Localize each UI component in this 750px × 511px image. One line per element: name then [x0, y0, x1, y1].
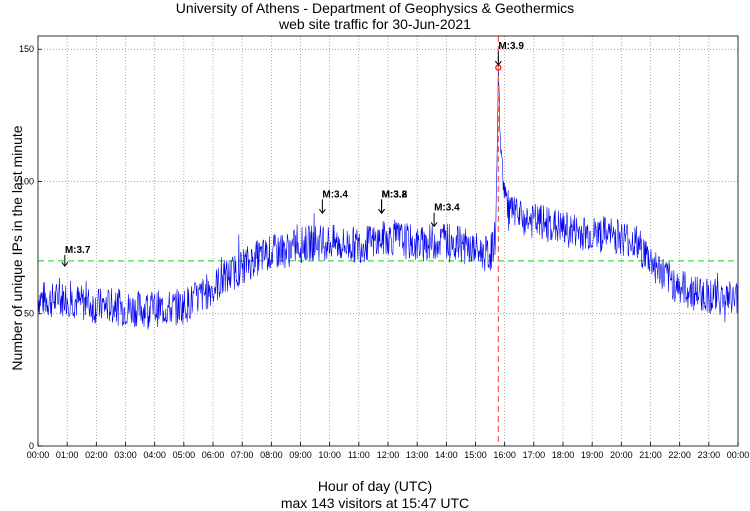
x-axis-label: Hour of day (UTC)	[317, 478, 433, 494]
x-tick-label: 00:00	[27, 450, 50, 460]
x-tick-label: 07:00	[231, 450, 254, 460]
x-tick-label: 21:00	[639, 450, 662, 460]
x-tick-label: 10:00	[318, 450, 341, 460]
traffic-series-line	[37, 67, 739, 330]
quake-arrow-head	[430, 222, 438, 228]
x-tick-label: 00:00	[727, 450, 750, 460]
x-tick-label: 09:00	[289, 450, 312, 460]
traffic-chart: 00:00 01:00 02:00 03:00 04:00 05:00 06:00 07:00…	[19, 35, 750, 460]
max-visitors-note: max 143 visitors at 15:47 UTC	[280, 495, 470, 511]
x-tick-label: 14:00	[435, 450, 458, 460]
quake-annotation-label: M:3.8	[382, 189, 408, 200]
x-tick-label: 04:00	[143, 450, 166, 460]
x-tick-label: 16:00	[493, 450, 516, 460]
chart-title: University of Athens - Department of Geo…	[175, 0, 575, 16]
quake-annotation-label: M:3.4	[322, 189, 348, 200]
x-tick-label: 17:00	[523, 450, 546, 460]
x-tick-label: 12:00	[377, 450, 400, 460]
x-tick-label: 11:00	[348, 450, 370, 460]
quake-arrow-head	[318, 208, 326, 215]
x-tick-label: 19:00	[581, 450, 604, 460]
x-tick-label: 03:00	[114, 450, 137, 460]
x-tick-label: 15:00	[464, 450, 487, 460]
x-tick-label: 20:00	[610, 450, 633, 460]
y-tick-label: 50	[24, 309, 34, 319]
x-tick-label: 23:00	[698, 450, 721, 460]
quake-arrow-head	[378, 208, 385, 215]
quake-annotation-label: M:3.4	[434, 203, 460, 214]
x-tick-label: 18:00	[552, 450, 575, 460]
y-tick-label: 0	[29, 441, 34, 451]
x-tick-label: 01:00	[56, 450, 79, 460]
x-tick-label: 08:00	[260, 450, 283, 460]
chart-subtitle: web site traffic for 30-Jun-2021	[279, 16, 471, 32]
x-tick-label: 02:00	[85, 450, 108, 460]
quake-annotation-label: M:3.9	[498, 41, 524, 52]
y-tick-label: 100	[19, 176, 34, 186]
quake-arrow-head	[494, 60, 502, 66]
quake-annotation-label: M:3.7	[65, 245, 91, 256]
quake-arrow-head	[61, 261, 69, 267]
x-tick-label: 22:00	[668, 450, 691, 460]
quake-annotation-label: M:3.2	[382, 189, 408, 200]
x-tick-label: 05:00	[173, 450, 196, 460]
y-tick-label: 150	[19, 44, 34, 54]
x-tick-label: 06:00	[202, 450, 225, 460]
x-tick-label: 13:00	[406, 450, 429, 460]
plot-frame	[37, 35, 739, 447]
